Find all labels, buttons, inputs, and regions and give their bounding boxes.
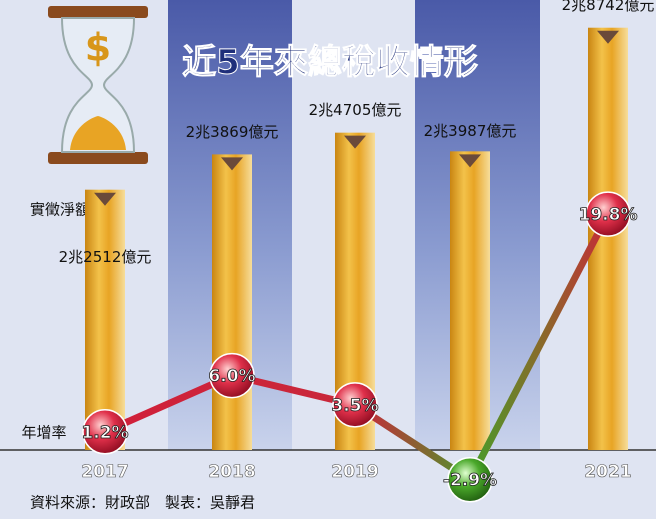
value-label: 2兆3987億元 (424, 122, 517, 140)
line-label: 年增率 (21, 424, 66, 442)
value-label: 2兆8742億元 (562, 0, 655, 14)
x-tick-label: 2018 (208, 462, 255, 482)
svg-text:$: $ (85, 26, 111, 70)
value-label: 6.0% (208, 367, 255, 387)
chart-title: 近5年來總稅收情形 (182, 43, 478, 83)
x-tick-label: 2021 (584, 462, 631, 482)
value-label: 1.2% (81, 423, 128, 443)
bar-cap (597, 30, 619, 44)
value-label: 2兆4705億元 (309, 101, 402, 119)
value-label: 3.5% (331, 396, 378, 416)
bar-cap (221, 157, 243, 171)
hourglass-icon: $ (48, 6, 148, 164)
value-label: 2兆2512億元 (59, 248, 152, 266)
bar (212, 154, 252, 450)
source: 資料來源：財政部 製表：吳靜君 (30, 494, 255, 512)
point (447, 456, 493, 503)
x-tick-label: 2019 (331, 462, 378, 482)
value-label: -2.9% (443, 471, 497, 491)
bar-cap (94, 192, 116, 206)
bar-label: 實徵淨額 (30, 201, 90, 219)
point (82, 409, 128, 455)
point (585, 191, 631, 237)
point (332, 382, 378, 428)
bar (450, 151, 490, 450)
value-label: 19.8% (579, 205, 638, 225)
bar-cap (344, 135, 366, 149)
bar-cap (459, 154, 481, 168)
value-label: 2兆3869億元 (186, 123, 279, 141)
bar (85, 189, 125, 451)
point (209, 352, 255, 399)
x-tick-label: 2017 (81, 462, 128, 482)
